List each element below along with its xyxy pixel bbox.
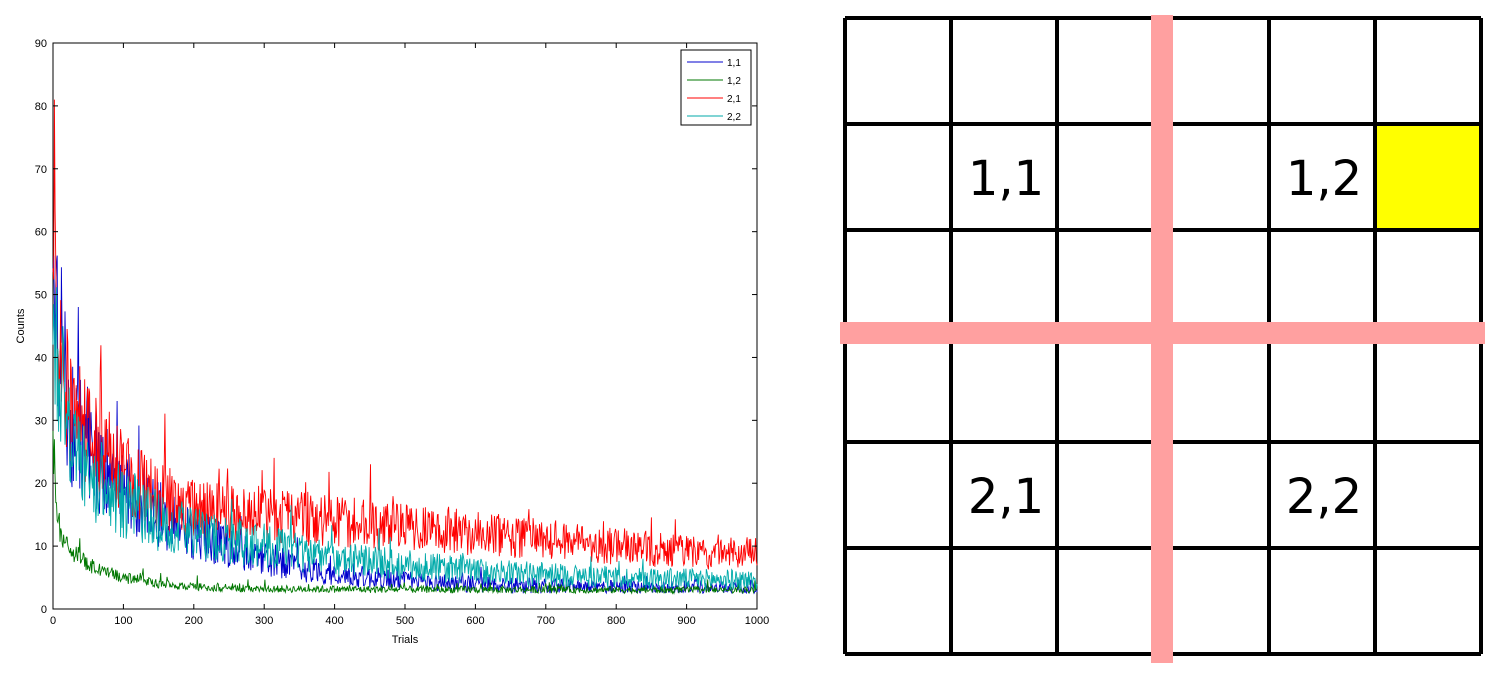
x-tick-label: 200: [185, 615, 203, 627]
series-line-2-2: [52, 287, 758, 590]
y-tick-label: 10: [35, 541, 47, 553]
counts-line-chart: 0 100 200 300 400 500 600 700 800 900 1000 0 10 20 30 4…: [15, 38, 769, 646]
series-layer: [52, 99, 758, 595]
x-tick-label: 600: [466, 615, 484, 627]
chart-svg: 0 100 200 300 400 500 600 700 800 900 1000 0 10 20 30 4…: [15, 38, 769, 646]
grid-svg: 1,1 1,2 2,1 2,2: [840, 15, 1485, 663]
cell-label: 2,2: [1286, 469, 1362, 525]
x-tick-label: 100: [114, 615, 132, 627]
x-tick-label: 500: [396, 615, 414, 627]
y-tick-label: 50: [35, 290, 47, 302]
y-tick-label: 90: [35, 38, 47, 50]
x-tick-label: 0: [50, 615, 56, 627]
x-tick-label: 400: [325, 615, 343, 627]
y-tick-label: 80: [35, 101, 47, 113]
horizontal-divider: [840, 322, 1485, 344]
ticks-layer: 0 100 200 300 400 500 600 700 800 900 1000 0 10 20 30 4…: [35, 38, 769, 627]
series-line-2-1: [52, 99, 758, 570]
cell-label: 1,2: [1286, 151, 1362, 207]
cell-label: 1,1: [968, 151, 1044, 207]
legend-label: 1,2: [727, 76, 741, 87]
legend-label: 2,2: [727, 112, 741, 123]
y-tick-label: 60: [35, 227, 47, 239]
y-tick-label: 30: [35, 415, 47, 427]
legend-label: 2,1: [727, 94, 741, 105]
y-axis-label: Counts: [15, 308, 27, 343]
x-tick-label: 700: [537, 615, 555, 627]
x-axis-label: Trials: [392, 634, 419, 646]
legend-label: 1,1: [727, 58, 741, 69]
series-line-1-2: [52, 430, 758, 595]
y-tick-label: 40: [35, 352, 47, 364]
y-tick-label: 0: [41, 604, 47, 616]
maze-grid-figure: 1,1 1,2 2,1 2,2: [830, 0, 1485, 669]
y-tick-label: 70: [35, 164, 47, 176]
x-tick-label: 300: [255, 615, 273, 627]
x-tick-label: 1000: [745, 615, 769, 627]
legend: 1,1 1,2 2,1 2,2: [680, 49, 752, 126]
highlight-cell: [1375, 124, 1481, 230]
x-tick-label: 900: [677, 615, 695, 627]
x-tick-label: 800: [607, 615, 625, 627]
y-tick-label: 20: [35, 478, 47, 490]
cell-label: 2,1: [968, 469, 1044, 525]
